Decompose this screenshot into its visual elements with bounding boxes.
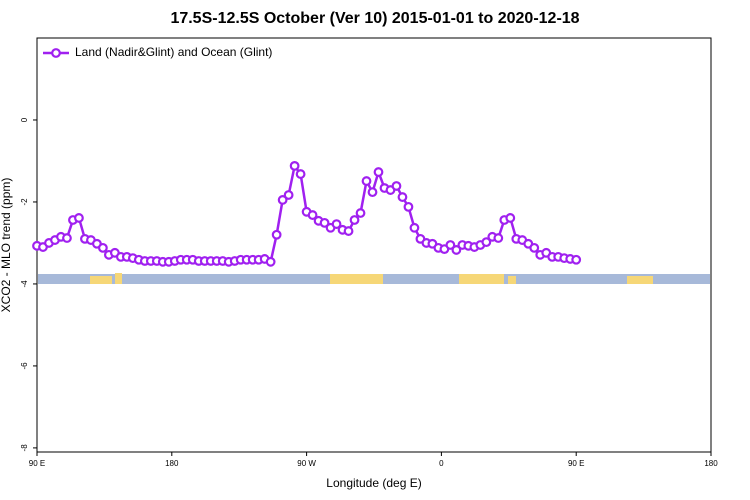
y-tick-label: -8	[20, 444, 29, 452]
data-point	[397, 192, 408, 202]
data-point	[373, 167, 384, 177]
data-point	[493, 233, 504, 243]
data-point	[343, 226, 354, 236]
x-tick-label: 180	[165, 459, 179, 468]
data-point	[409, 222, 420, 233]
data-point	[505, 213, 516, 223]
land-segment	[459, 274, 504, 284]
y-axis-label: XCO2 - MLO trend (ppm)	[0, 178, 13, 313]
legend-marker	[51, 48, 61, 58]
data-point	[331, 219, 342, 229]
data-point	[451, 245, 462, 255]
y-tick-label: -4	[20, 280, 29, 288]
land-segment	[115, 273, 122, 284]
y-tick-label: 0	[20, 117, 29, 122]
data-point	[445, 240, 456, 250]
data-point	[529, 242, 540, 253]
x-tick-label: 0	[439, 459, 444, 468]
data-point	[403, 201, 414, 212]
data-point	[295, 169, 306, 179]
data-point	[355, 208, 366, 218]
data-point	[74, 213, 84, 223]
data-point	[289, 160, 300, 171]
data-point	[98, 242, 108, 253]
x-tick-label: 90 E	[29, 459, 45, 468]
x-tick-label: 180	[704, 459, 718, 468]
chart-title: 17.5S-12.5S October (Ver 10) 2015-01-01 …	[170, 10, 579, 27]
data-point	[391, 181, 402, 191]
land-segment	[508, 276, 516, 284]
data-point	[361, 176, 372, 186]
x-tick-label: 90 W	[297, 459, 316, 468]
data-point	[349, 215, 360, 225]
surface-band	[38, 273, 710, 284]
data-point	[571, 254, 582, 265]
data-point	[481, 237, 492, 248]
y-tick-label: -2	[20, 198, 29, 206]
data-point	[271, 229, 282, 240]
data-point	[62, 233, 72, 243]
land-segment	[90, 276, 112, 284]
x-tick-label: 90 E	[568, 459, 584, 468]
x-axis-label: Longitude (deg E)	[326, 476, 421, 490]
data-point	[283, 190, 294, 200]
data-point	[319, 217, 330, 228]
y-tick-label: -6	[20, 362, 29, 370]
data-point	[367, 187, 378, 198]
data-point	[277, 195, 288, 205]
legend-label: Land (Nadir&Glint) and Ocean (Glint)	[75, 45, 272, 59]
land-segment	[330, 274, 383, 284]
data-point	[265, 256, 276, 267]
land-segment	[627, 276, 653, 284]
data-point	[307, 210, 318, 220]
